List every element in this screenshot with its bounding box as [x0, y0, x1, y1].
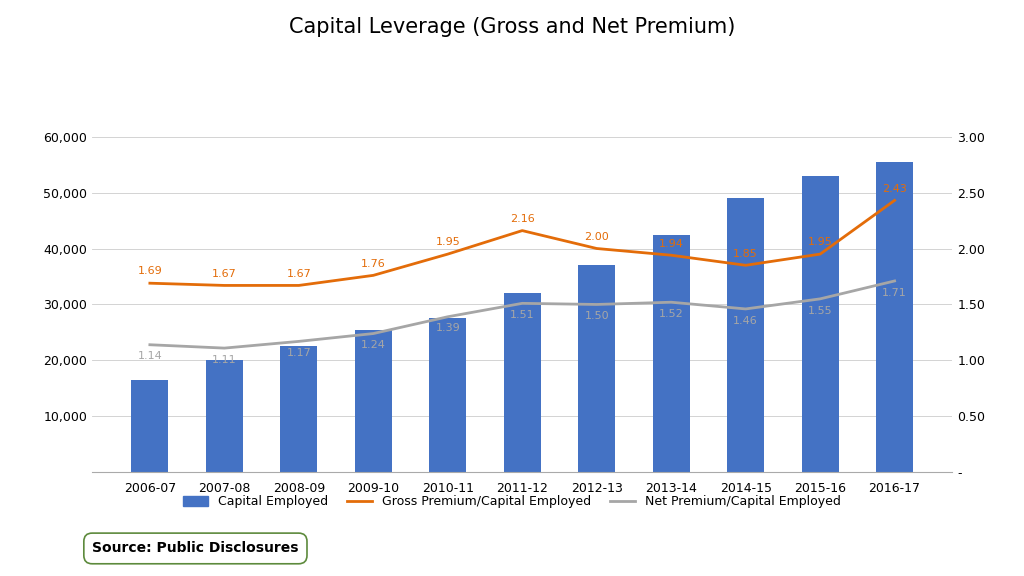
Net Premium/Capital Employed: [218, 344, 230, 351]
Text: 1.50: 1.50: [585, 311, 609, 321]
Text: 1.11: 1.11: [212, 355, 237, 365]
Net Premium/Capital Employed: [293, 338, 305, 345]
Gross Premium/Capital Employed: [814, 251, 826, 257]
Text: 1.67: 1.67: [287, 269, 311, 279]
Text: 1.76: 1.76: [360, 259, 386, 268]
Text: 1.85: 1.85: [733, 249, 758, 259]
Text: 1.67: 1.67: [212, 269, 237, 279]
Net Premium/Capital Employed: [368, 330, 380, 337]
Net Premium/Capital Employed: [441, 313, 454, 320]
Gross Premium/Capital Employed: [665, 252, 677, 259]
Gross Premium/Capital Employed: [516, 227, 528, 234]
Legend: Capital Employed, Gross Premium/Capital Employed, Net Premium/Capital Employed: Capital Employed, Gross Premium/Capital …: [179, 492, 845, 512]
Gross Premium/Capital Employed: [218, 282, 230, 289]
Bar: [727, 198, 764, 472]
Bar: [652, 234, 690, 472]
Text: 1.69: 1.69: [137, 267, 162, 276]
Line: Gross Premium/Capital Employed: Gross Premium/Capital Employed: [150, 200, 895, 286]
Text: 1.71: 1.71: [883, 287, 907, 298]
Gross Premium/Capital Employed: [293, 282, 305, 289]
Text: 1.24: 1.24: [360, 340, 386, 350]
Net Premium/Capital Employed: [889, 278, 901, 285]
Text: 1.55: 1.55: [808, 306, 833, 316]
Bar: [281, 346, 317, 472]
Text: 1.95: 1.95: [435, 237, 460, 247]
Line: Net Premium/Capital Employed: Net Premium/Capital Employed: [150, 281, 895, 348]
Text: 2.43: 2.43: [882, 184, 907, 194]
Bar: [802, 176, 839, 472]
Gross Premium/Capital Employed: [143, 280, 156, 287]
Gross Premium/Capital Employed: [889, 197, 901, 204]
Net Premium/Capital Employed: [591, 301, 603, 308]
Text: 1.51: 1.51: [510, 310, 535, 320]
Gross Premium/Capital Employed: [441, 251, 454, 257]
Bar: [504, 293, 541, 472]
Text: 1.95: 1.95: [808, 237, 833, 247]
Text: 1.94: 1.94: [658, 238, 684, 248]
Text: Source: Public Disclosures: Source: Public Disclosures: [92, 541, 299, 555]
Gross Premium/Capital Employed: [739, 262, 752, 269]
Bar: [429, 319, 466, 472]
Net Premium/Capital Employed: [665, 299, 677, 306]
Net Premium/Capital Employed: [516, 300, 528, 307]
Text: 1.17: 1.17: [287, 348, 311, 358]
Text: 1.46: 1.46: [733, 316, 758, 325]
Bar: [876, 162, 913, 472]
Text: 1.52: 1.52: [658, 309, 684, 319]
Bar: [354, 329, 392, 472]
Text: 2.00: 2.00: [585, 232, 609, 242]
Bar: [131, 380, 169, 472]
Bar: [206, 361, 243, 472]
Text: 1.39: 1.39: [435, 324, 460, 334]
Text: 1.14: 1.14: [137, 351, 162, 362]
Text: Capital Leverage (Gross and Net Premium): Capital Leverage (Gross and Net Premium): [289, 17, 735, 37]
Net Premium/Capital Employed: [143, 342, 156, 348]
Net Premium/Capital Employed: [739, 305, 752, 312]
Gross Premium/Capital Employed: [591, 245, 603, 252]
Gross Premium/Capital Employed: [368, 272, 380, 279]
Net Premium/Capital Employed: [814, 295, 826, 302]
Bar: [579, 266, 615, 472]
Text: 2.16: 2.16: [510, 214, 535, 224]
